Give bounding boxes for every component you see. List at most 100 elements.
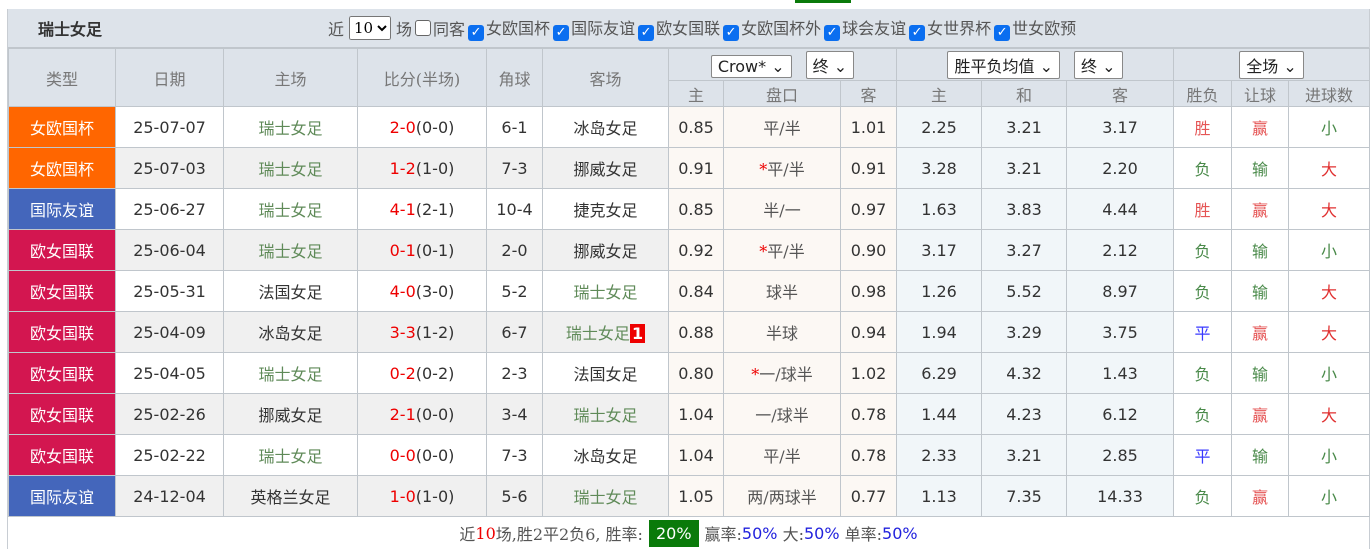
odds-away: 2.12 <box>1066 229 1174 271</box>
match-type[interactable]: 欧女国联 <box>8 434 116 476</box>
match-type[interactable]: 欧女国联 <box>8 229 116 271</box>
home-team[interactable]: 法国女足 <box>223 270 358 312</box>
filter-checkbox[interactable]: ✓ <box>909 25 926 41</box>
away-team-name: 法国女足 <box>573 365 638 384</box>
corners: 5-2 <box>486 270 543 312</box>
match-type[interactable]: 欧女国联 <box>8 393 116 435</box>
result: 平 <box>1173 434 1232 476</box>
match-type[interactable]: 欧女国联 <box>8 270 116 312</box>
away-team[interactable]: 瑞士女足 1 <box>542 311 669 353</box>
odds-time-select[interactable]: 终 ⌄ <box>1074 50 1123 79</box>
handicap-result: 输 <box>1231 434 1289 476</box>
odds-draw: 4.32 <box>981 352 1067 394</box>
away-team[interactable]: 瑞士女足 <box>542 270 669 312</box>
filter-checkbox[interactable]: ✓ <box>638 25 655 41</box>
odds-draw: 3.21 <box>981 147 1067 189</box>
period-select[interactable]: 全场 ⌄ <box>1239 50 1304 79</box>
handicap-away-odds: 0.77 <box>840 475 897 517</box>
handicap-home-odds: 0.85 <box>668 106 724 148</box>
over-under-result: 大 <box>1287 147 1371 189</box>
home-team[interactable]: 瑞士女足 <box>223 352 358 394</box>
filter-checkbox[interactable]: ✓ <box>468 25 485 41</box>
half-score: (0-0) <box>415 404 455 424</box>
filter-checkbox[interactable]: ✓ <box>553 25 570 41</box>
full-score: 4-1 <box>389 199 416 219</box>
home-team[interactable]: 挪威女足 <box>223 393 358 435</box>
score: 2-0(0-0) <box>357 106 487 148</box>
away-team[interactable]: 瑞士女足 <box>542 393 669 435</box>
filter-checkbox[interactable]: ✓ <box>994 25 1011 41</box>
filter-label: 女欧国杯 <box>486 19 551 38</box>
odds-draw: 3.21 <box>981 106 1067 148</box>
home-team[interactable]: 瑞士女足 <box>223 106 358 148</box>
subcol: 和 <box>981 80 1067 107</box>
handicap-line: 平/半 <box>723 106 841 148</box>
full-score: 2-0 <box>389 117 416 137</box>
away-team[interactable]: 挪威女足 <box>542 147 669 189</box>
period-value: 全场 <box>1246 56 1279 76</box>
over-under-result: 小 <box>1287 352 1371 394</box>
home-team[interactable]: 英格兰女足 <box>223 475 358 517</box>
away-team[interactable]: 捷克女足 <box>542 188 669 230</box>
away-team[interactable]: 冰岛女足 <box>542 106 669 148</box>
cover-rate: 50% <box>741 523 778 543</box>
home-team[interactable]: 冰岛女足 <box>223 311 358 353</box>
handicap-value: 半/一 <box>763 201 801 220</box>
panel-header: 瑞士女足 近 10 场 同客 ✓ 女欧国杯 ✓ 国际友谊 ✓ 欧女国联 ✓ 女欧国杯外 ✓ 球会友… <box>8 9 1369 48</box>
odds-draw: 3.27 <box>981 229 1067 271</box>
handicap-result: 赢 <box>1231 393 1289 435</box>
handicap-away-odds: 1.02 <box>840 352 897 394</box>
match-type[interactable]: 欧女国联 <box>8 311 116 353</box>
recent-matches-panel: 瑞士女足 近 10 场 同客 ✓ 女欧国杯 ✓ 国际友谊 ✓ 欧女国联 ✓ 女欧国杯外 ✓ 球会友… <box>7 9 1371 549</box>
filter-checkbox[interactable]: ✓ <box>723 25 740 41</box>
away-team[interactable]: 法国女足 <box>542 352 669 394</box>
home-team[interactable]: 瑞士女足 <box>223 229 358 271</box>
match-type[interactable]: 女欧国杯 <box>8 106 116 148</box>
same-away-checkbox[interactable] <box>415 20 432 36</box>
match-date: 25-06-27 <box>115 188 224 230</box>
handicap-result: 赢 <box>1231 311 1289 353</box>
home-team[interactable]: 瑞士女足 <box>223 434 358 476</box>
handicap-value: 一/球半 <box>759 365 813 384</box>
subcol: 胜负 <box>1173 80 1232 107</box>
corners: 7-3 <box>486 147 543 189</box>
odds-away: 3.75 <box>1066 311 1174 353</box>
half-score: (1-0) <box>415 486 455 506</box>
handicap-time-select[interactable]: 终 ⌄ <box>805 50 855 79</box>
half-score: (3-0) <box>415 281 455 301</box>
away-team[interactable]: 挪威女足 <box>542 229 669 271</box>
odds-type-select[interactable]: 胜平负均值 ⌄ <box>947 50 1060 79</box>
corners: 6-1 <box>486 106 543 148</box>
handicap-away-odds: 1.01 <box>840 106 897 148</box>
home-team[interactable]: 瑞士女足 <box>223 147 358 189</box>
away-team[interactable]: 冰岛女足 <box>542 434 669 476</box>
handicap-home-odds: 1.04 <box>668 393 724 435</box>
full-score: 4-0 <box>389 281 416 301</box>
handicap-line: 球半 <box>723 270 841 312</box>
half-score: (1-0) <box>415 158 455 178</box>
filter-checkbox[interactable]: ✓ <box>824 25 841 41</box>
handicap-result: 赢 <box>1231 475 1289 517</box>
odds-draw: 3.21 <box>981 434 1067 476</box>
odds-draw: 3.83 <box>981 188 1067 230</box>
half-score: (0-0) <box>415 117 455 137</box>
odds-home: 1.26 <box>896 270 982 312</box>
result: 平 <box>1173 311 1232 353</box>
recent-count-select[interactable]: 10 <box>349 16 392 40</box>
handicap-result: 输 <box>1231 229 1289 271</box>
odds-away: 1.43 <box>1066 352 1174 394</box>
handicap-home-odds: 0.88 <box>668 311 724 353</box>
handicap-away-odds: 0.98 <box>840 270 897 312</box>
match-type[interactable]: 女欧国杯 <box>8 147 116 189</box>
odds-home: 1.44 <box>896 393 982 435</box>
match-type[interactable]: 国际友谊 <box>8 188 116 230</box>
match-type[interactable]: 欧女国联 <box>8 352 116 394</box>
home-team[interactable]: 瑞士女足 <box>223 188 358 230</box>
away-team[interactable]: 瑞士女足 <box>542 475 669 517</box>
odds-home: 3.17 <box>896 229 982 271</box>
subcol: 盘口 <box>723 80 841 107</box>
handicap-result: 输 <box>1231 270 1289 312</box>
company-select[interactable]: Crow* ⌄ <box>710 54 792 78</box>
match-type[interactable]: 国际友谊 <box>8 475 116 517</box>
handicap-result: 赢 <box>1231 106 1289 148</box>
